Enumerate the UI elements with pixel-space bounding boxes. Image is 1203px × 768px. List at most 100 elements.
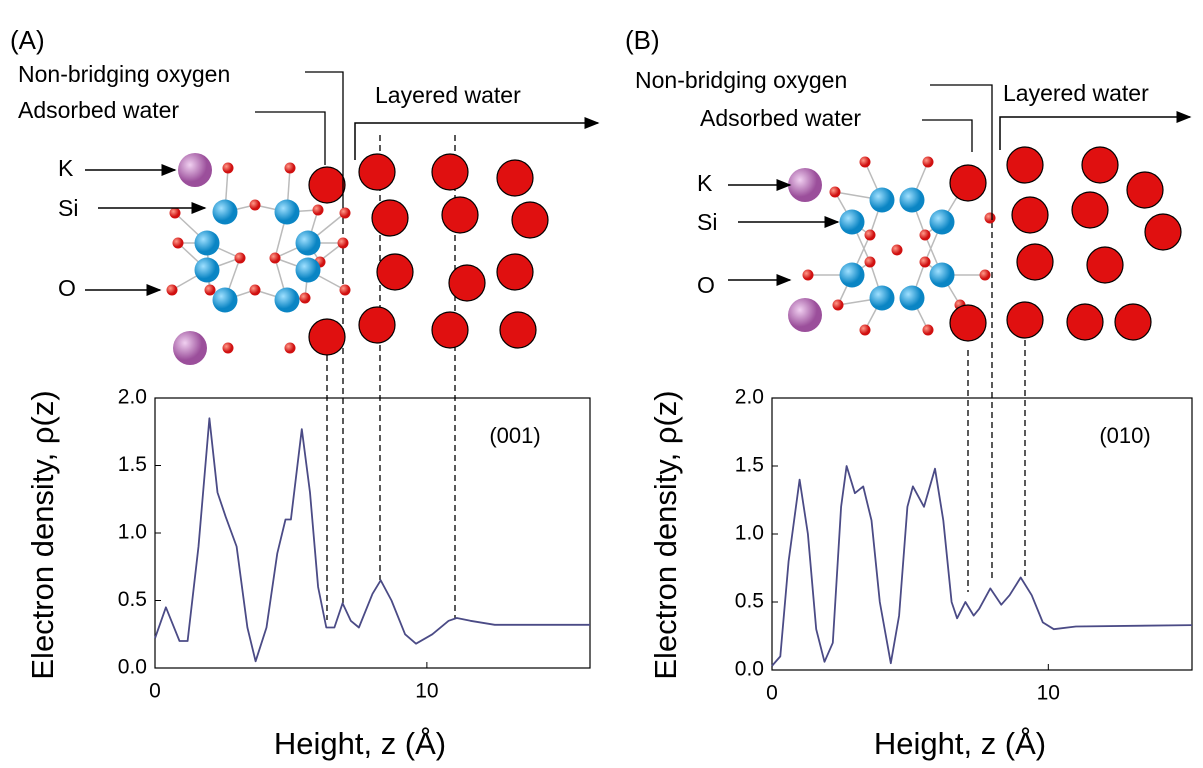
- annotation: (010): [1099, 423, 1150, 448]
- oxygen-atom: [919, 256, 931, 268]
- oxygen-atom: [922, 324, 934, 336]
- oxygen-atom: [802, 269, 814, 281]
- water-molecule: [358, 153, 396, 191]
- atom-label: Si: [58, 195, 78, 221]
- oxygen-atom: [269, 252, 281, 264]
- water-molecule: [448, 264, 486, 302]
- water-molecule: [1011, 196, 1049, 234]
- silicon-atom: [295, 257, 321, 283]
- silicon-atom: [274, 199, 300, 225]
- structure-label: Adsorbed water: [700, 105, 861, 131]
- water-molecule: [1071, 191, 1109, 229]
- panel-label: (A): [10, 25, 45, 55]
- silicon-atom: [194, 257, 220, 283]
- oxygen-atom: [284, 162, 296, 174]
- structure-label: Adsorbed water: [18, 97, 179, 123]
- silicon-atom: [899, 187, 925, 213]
- water-molecule: [499, 311, 537, 349]
- water-molecule: [1081, 146, 1119, 184]
- silicon-atom: [212, 199, 238, 225]
- leader-line: [930, 84, 993, 220]
- leader-line: [922, 119, 973, 152]
- water-molecule: [1144, 213, 1182, 251]
- water-molecule: [308, 318, 346, 356]
- x-axis-label: Height, z (Å): [274, 726, 446, 761]
- y-tick-label: 1.0: [735, 522, 764, 545]
- water-molecule: [1016, 243, 1054, 281]
- density-curve: [154, 417, 590, 663]
- density-curve: [771, 465, 1193, 667]
- water-molecule: [1126, 171, 1164, 209]
- y-tick-label: 0.5: [118, 588, 147, 611]
- oxygen-atom: [299, 292, 311, 304]
- potassium-atom: [173, 331, 207, 365]
- oxygen-atom: [337, 237, 349, 249]
- water-molecule: [308, 166, 346, 204]
- silicon-atom: [899, 285, 925, 311]
- oxygen-atom: [222, 342, 234, 354]
- y-tick-label: 2.0: [735, 386, 764, 409]
- water-molecule: [949, 304, 987, 342]
- y-tick-label: 2.0: [118, 386, 147, 409]
- y-tick-label: 1.5: [118, 453, 147, 476]
- y-tick-label: 0.5: [735, 590, 764, 613]
- atom-label: O: [58, 275, 76, 301]
- oxygen-atom: [249, 284, 261, 296]
- water-molecule: [1066, 303, 1104, 341]
- leader-line: [305, 71, 344, 208]
- x-tick-label: 10: [415, 680, 438, 703]
- y-tick-label: 1.5: [735, 454, 764, 477]
- structure-label: Non-bridging oxygen: [635, 67, 847, 93]
- y-tick-label: 0.0: [735, 658, 764, 681]
- oxygen-atom: [859, 156, 871, 168]
- silicon-atom: [274, 287, 300, 313]
- water-molecule: [949, 164, 987, 202]
- oxygen-atom: [249, 199, 261, 211]
- oxygen-atom: [222, 162, 234, 174]
- x-axis-label: Height, z (Å): [874, 726, 1046, 761]
- silicon-atom: [194, 230, 220, 256]
- water-molecule: [431, 153, 469, 191]
- oxygen-atom: [919, 229, 931, 241]
- water-molecule: [496, 253, 534, 291]
- water-molecule: [358, 306, 396, 344]
- x-tick-label: 10: [1037, 682, 1060, 705]
- oxygen-atom: [172, 237, 184, 249]
- potassium-atom: [788, 298, 822, 332]
- potassium-atom: [178, 153, 212, 187]
- oxygen-atom: [312, 204, 324, 216]
- oxygen-atom: [204, 284, 216, 296]
- x-tick-label: 0: [149, 680, 161, 703]
- oxygen-atom: [339, 207, 351, 219]
- potassium-atom: [788, 168, 822, 202]
- oxygen-atom: [859, 324, 871, 336]
- silicon-atom: [839, 262, 865, 288]
- panel-label: (B): [625, 25, 660, 55]
- oxygen-atom: [234, 252, 246, 264]
- oxygen-atom: [922, 156, 934, 168]
- atom-label: Si: [697, 209, 717, 235]
- layer-arrow: [354, 117, 600, 160]
- oxygen-atom: [864, 256, 876, 268]
- water-molecule: [431, 311, 469, 349]
- water-molecule: [496, 159, 534, 197]
- water-molecule: [1006, 146, 1044, 184]
- oxygen-atom: [891, 244, 903, 256]
- water-molecule: [1006, 301, 1044, 339]
- water-molecule: [371, 199, 409, 237]
- water-molecule: [1114, 303, 1152, 341]
- oxygen-atom: [166, 284, 178, 296]
- silicon-atom: [929, 262, 955, 288]
- structure-label: Non-bridging oxygen: [18, 61, 230, 87]
- oxygen-atom: [984, 212, 996, 224]
- oxygen-atom: [832, 299, 844, 311]
- layer-arrow: [999, 111, 1192, 150]
- oxygen-atom: [284, 342, 296, 354]
- structure-label: Layered water: [1003, 80, 1149, 106]
- annotation: (001): [489, 423, 540, 448]
- water-molecule: [511, 201, 549, 239]
- silicon-atom: [869, 285, 895, 311]
- water-molecule: [1086, 246, 1124, 284]
- silicon-atom: [869, 187, 895, 213]
